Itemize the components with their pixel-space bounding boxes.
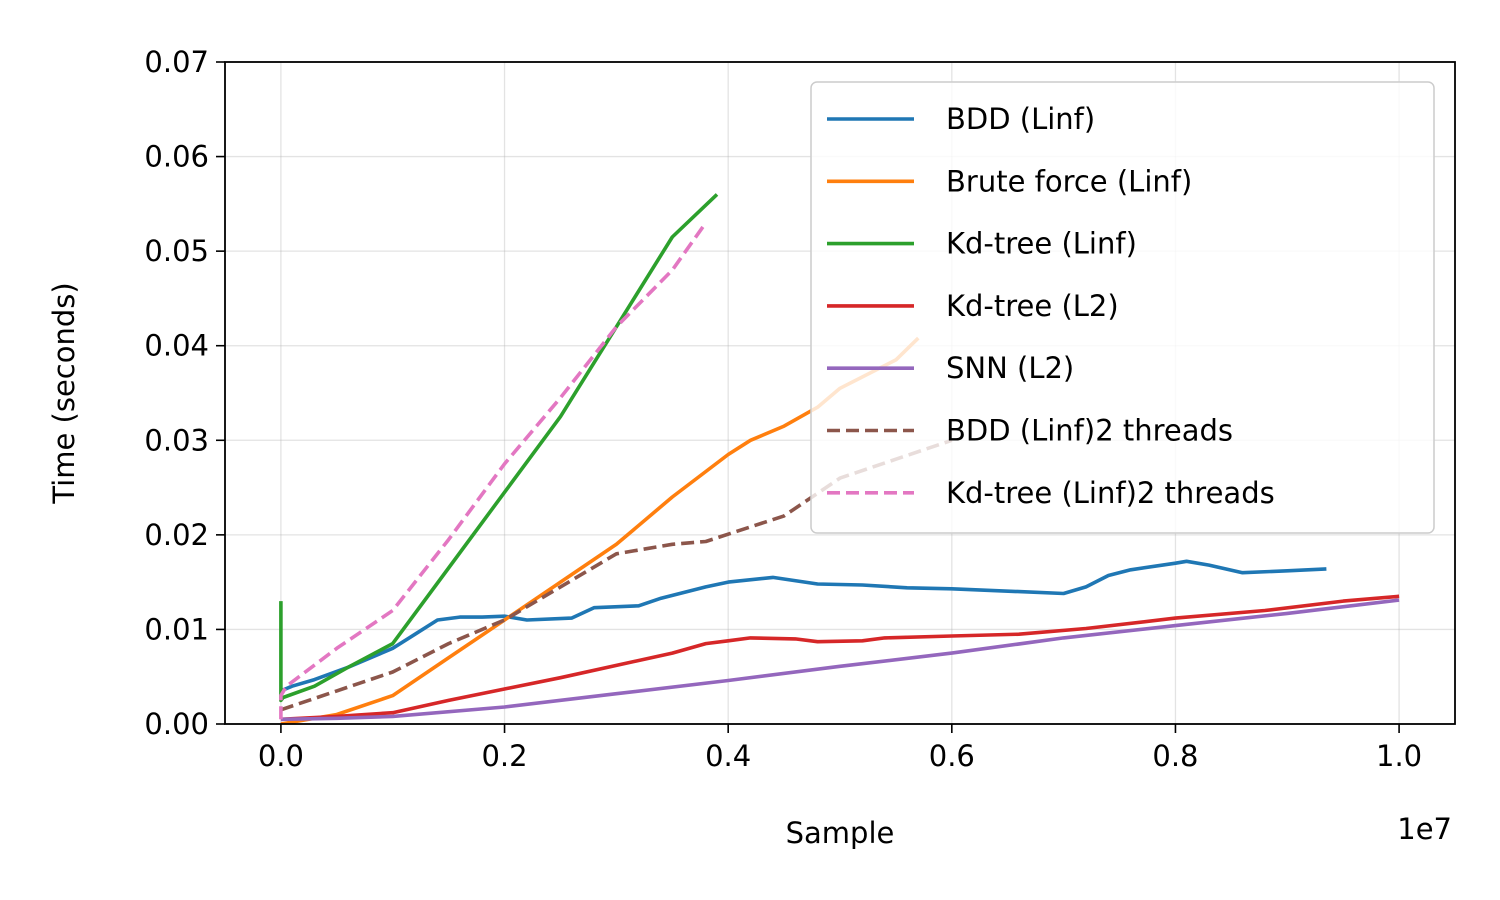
- legend: BDD (Linf) Brute force (Linf) Kd-tree (Lin…: [810, 81, 1435, 534]
- series-line-3: [279, 193, 719, 703]
- plot-frame: [224, 61, 1456, 725]
- axes: [224, 61, 1456, 725]
- series-layer: [279, 193, 1400, 724]
- x-tick-label: 0.0: [258, 739, 304, 773]
- x-tick-label: 1.0: [1376, 739, 1422, 773]
- x-tick-label: 0.4: [705, 739, 751, 773]
- y-tick-label: 0.04: [144, 329, 209, 363]
- legend-label: Brute force (Linf): [946, 164, 1192, 198]
- legend-box: [810, 81, 1435, 534]
- x-tick-label: 0.2: [481, 739, 527, 773]
- series-line-1: [280, 559, 1327, 693]
- x-axis-offset-text: 1e7: [1397, 812, 1452, 846]
- y-tick-label: 0.01: [144, 612, 209, 646]
- legend-label: SNN (L2): [946, 351, 1074, 385]
- legend-label: BDD (Linf)2 threads: [946, 414, 1233, 448]
- series-line-4: [280, 594, 1400, 722]
- y-axis-label: Time (seconds): [47, 282, 81, 504]
- legend-label: Kd-tree (Linf)2 threads: [946, 476, 1275, 510]
- y-tick-label: 0.03: [144, 423, 209, 457]
- x-axis-label: Sample: [786, 816, 895, 850]
- y-tick-label: 0.00: [144, 707, 209, 741]
- legend-label: Kd-tree (L2): [946, 289, 1119, 323]
- y-tick-label: 0.07: [144, 45, 209, 79]
- y-tick-label: 0.06: [144, 140, 209, 174]
- legend-label: Kd-tree (Linf): [946, 227, 1137, 261]
- y-tick-label: 0.02: [144, 518, 209, 552]
- series-line-7: [279, 221, 708, 720]
- series-line-5: [280, 598, 1400, 722]
- x-tick-label: 0.6: [929, 739, 975, 773]
- ticks: 0.0 0.2 0.4 0.6 0.8 1.0 0.00 0.01 0.02 0.03 0.04 0.…: [144, 45, 1422, 773]
- legend-label: BDD (Linf): [946, 102, 1095, 136]
- x-tick-label: 0.8: [1152, 739, 1198, 773]
- y-tick-label: 0.05: [144, 234, 209, 268]
